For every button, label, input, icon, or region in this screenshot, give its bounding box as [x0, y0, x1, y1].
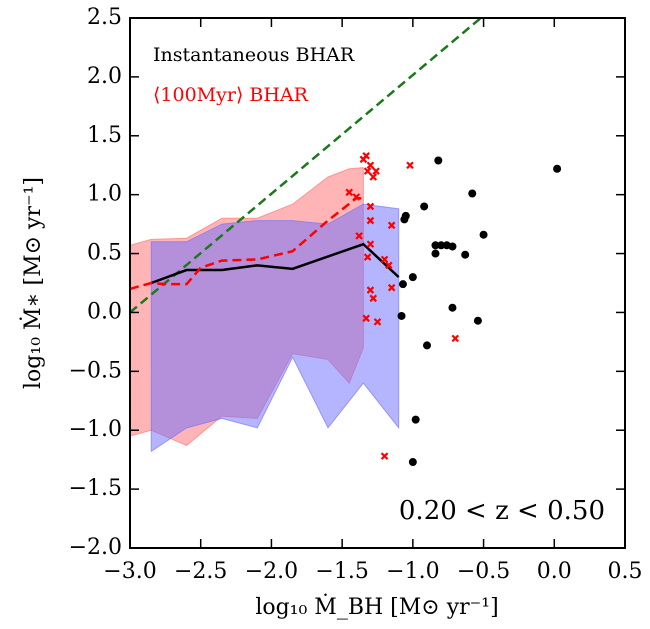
y-axis-label: log₁₀ Ṁ∗ [M⊙ yr⁻¹] [19, 177, 46, 389]
y-tick-label: 1.5 [87, 123, 122, 148]
dot [461, 250, 470, 259]
x-axis-label: log₁₀ Ṁ_BH [M⊙ yr⁻¹] [255, 593, 498, 620]
cross [387, 283, 396, 292]
cross [373, 318, 382, 326]
y-tick-label: −1.5 [69, 476, 122, 501]
cross [355, 232, 363, 240]
dot [400, 215, 409, 224]
cross [362, 152, 370, 160]
dot [468, 189, 477, 198]
annotation: 0.20 < z < 0.50 [399, 496, 605, 526]
cross [369, 294, 378, 303]
legend-entry: Instantaneous BHAR [153, 44, 355, 66]
cross [369, 173, 378, 181]
cross [385, 261, 393, 270]
y-tick-label: −0.5 [69, 358, 122, 383]
legend-entry: ⟨100Myr⟩ BHAR [153, 84, 309, 106]
dot [437, 241, 446, 250]
dot [431, 249, 440, 258]
cross [451, 334, 460, 343]
dot [408, 273, 417, 282]
x-tick-label: −1.5 [315, 559, 368, 584]
cross [380, 452, 389, 460]
x-tick-label: −2.5 [174, 559, 227, 584]
dot [479, 230, 488, 239]
dot [553, 164, 562, 173]
cross [380, 255, 389, 264]
dot [397, 311, 406, 320]
cross [366, 286, 375, 294]
dot [398, 280, 407, 289]
cross [366, 202, 375, 211]
dot [431, 241, 440, 250]
y-tick-label: 2.5 [87, 5, 122, 30]
dot [423, 341, 431, 350]
x-tick-label: 0.5 [608, 559, 643, 584]
band [150, 203, 400, 453]
cross [387, 221, 396, 230]
cross [345, 188, 353, 197]
y-tick-label: −1.0 [69, 417, 122, 442]
dot [448, 303, 457, 312]
dot [448, 242, 457, 251]
dot [411, 415, 420, 424]
cross [366, 216, 375, 225]
dot [420, 202, 429, 211]
line [130, 196, 364, 291]
cross [363, 253, 372, 261]
line [130, 18, 482, 314]
x-tick-label: −1.0 [386, 559, 439, 584]
dot [434, 156, 443, 165]
plot-frame [129, 17, 626, 549]
dot [408, 458, 417, 467]
dot [473, 316, 482, 325]
cross [406, 161, 414, 169]
cross [366, 161, 375, 169]
cross [352, 193, 361, 201]
y-tick-label: 0.5 [87, 241, 122, 266]
y-tick-label: 2.0 [87, 64, 122, 89]
cross [366, 240, 375, 248]
x-tick-label: −3.0 [103, 559, 156, 584]
x-tick-label: −0.5 [457, 559, 510, 584]
cross [362, 314, 370, 323]
x-tick-label: −2.0 [245, 559, 298, 584]
line [150, 242, 400, 285]
y-tick-label: 0.0 [87, 299, 122, 324]
cross [372, 167, 380, 175]
cross [363, 167, 372, 175]
x-tick-label: 0.0 [537, 559, 572, 584]
y-tick-label: 1.0 [87, 182, 122, 207]
y-tick-label: −2.0 [69, 535, 122, 560]
